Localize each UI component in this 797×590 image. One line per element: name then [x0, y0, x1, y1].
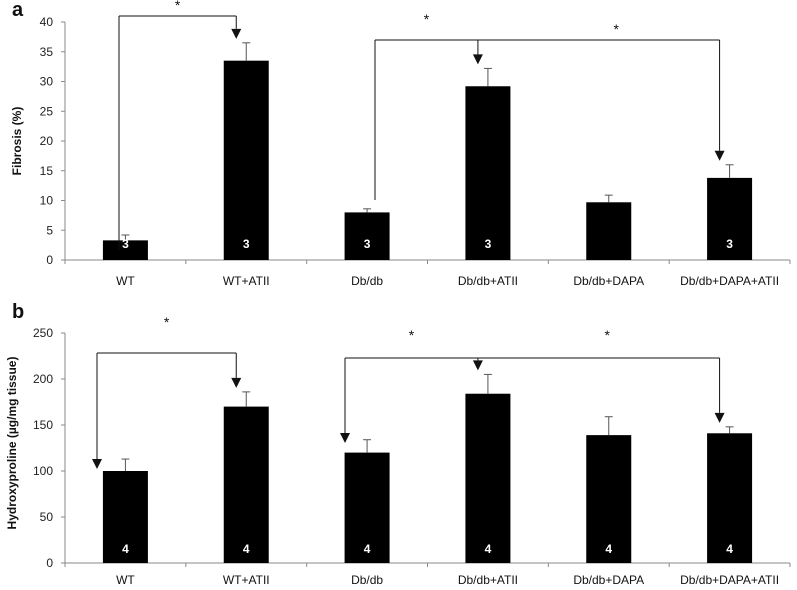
y-tick-label: 20 [40, 134, 54, 148]
y-tick-label: 25 [40, 104, 54, 118]
y-tick-label: 5 [46, 223, 53, 237]
x-category-label: Db/db+ATII [458, 573, 518, 587]
y-tick-label: 100 [33, 464, 53, 478]
bar [586, 202, 632, 260]
significance-star: * [604, 327, 610, 343]
significance-star: * [424, 11, 430, 27]
x-category-label: Db/db+DAPA [573, 274, 644, 288]
y-tick-label: 15 [40, 164, 54, 178]
significance-bracket: * [345, 327, 725, 423]
bar [344, 452, 390, 563]
x-category-label: Db/db+ATII [458, 274, 518, 288]
bar-n-label: 3 [485, 237, 492, 251]
bracket-arrowhead [340, 433, 350, 443]
bracket-arrowhead [231, 377, 242, 388]
x-category-label: WT [116, 573, 135, 587]
x-category-label: Db/db [351, 274, 383, 288]
y-axis-title: Hydroxyproline (µg/mg tissue) [5, 357, 19, 530]
significance-bracket: * [92, 314, 242, 470]
significance-star: * [613, 21, 619, 37]
bar-n-label: 4 [726, 542, 733, 556]
x-category-label: WT+ATII [223, 274, 270, 288]
bar [707, 177, 753, 260]
bracket-arrowhead [231, 28, 242, 39]
y-tick-label: 0 [46, 253, 53, 267]
y-tick-label: 40 [40, 15, 54, 29]
x-category-label: Db/db [351, 573, 383, 587]
significance-star: * [409, 327, 415, 343]
panel-b-chart: b Hydroxyproline (µg/mg tissue) 0 50 100 150 2… [5, 301, 791, 587]
y-tick-label: 35 [40, 45, 54, 59]
bar [102, 471, 148, 563]
y-tick-label: 200 [33, 372, 53, 386]
bar [586, 435, 632, 563]
bracket-arrowhead [472, 54, 483, 65]
bar [707, 433, 753, 563]
bar-n-label: 3 [122, 237, 129, 251]
bar-n-label: 3 [364, 237, 371, 251]
bar [223, 60, 269, 260]
bracket-arrowhead [714, 412, 725, 423]
y-tick-label: 0 [46, 556, 53, 570]
bar [465, 86, 511, 260]
x-category-label: Db/db+DAPA [573, 573, 644, 587]
bar-n-label: 4 [605, 542, 612, 556]
panel-letter: b [12, 301, 24, 323]
bar [102, 240, 148, 260]
bar [344, 212, 390, 260]
y-tick-label: 10 [40, 194, 54, 208]
significance-star: * [175, 0, 181, 13]
panel-letter: a [12, 0, 24, 21]
bar-n-label: 4 [364, 542, 371, 556]
bar [465, 393, 511, 563]
bar-n-label: 4 [243, 542, 250, 556]
bar-n-label: 3 [243, 237, 250, 251]
y-tick-label: 50 [40, 510, 54, 524]
panel-a-chart: a Fibrosis (%) 0 5 10 15 20 25 30 35 40 3 WT 3 WT+ATII… [10, 0, 791, 288]
significance-bracket: * [340, 327, 483, 443]
y-axis-title: Fibrosis (%) [10, 107, 24, 176]
y-tick-label: 30 [40, 75, 54, 89]
x-category-label: Db/db+DAPA+ATII [680, 274, 779, 288]
bracket-arrowhead [92, 459, 102, 470]
significance-bracket: * [118, 0, 242, 250]
x-category-label: WT [116, 274, 135, 288]
bar-n-label: 4 [122, 542, 129, 556]
x-category-label: WT+ATII [223, 573, 270, 587]
bracket-arrowhead [472, 360, 483, 371]
bar-n-label: 4 [485, 542, 492, 556]
significance-bracket: * [375, 21, 725, 161]
x-category-label: Db/db+DAPA+ATII [680, 573, 779, 587]
bar-n-label: 3 [726, 237, 733, 251]
y-tick-label: 150 [33, 418, 53, 432]
y-tick-label: 250 [33, 326, 53, 340]
significance-star: * [164, 314, 170, 330]
bar [223, 406, 269, 563]
bracket-arrowhead [714, 150, 725, 161]
